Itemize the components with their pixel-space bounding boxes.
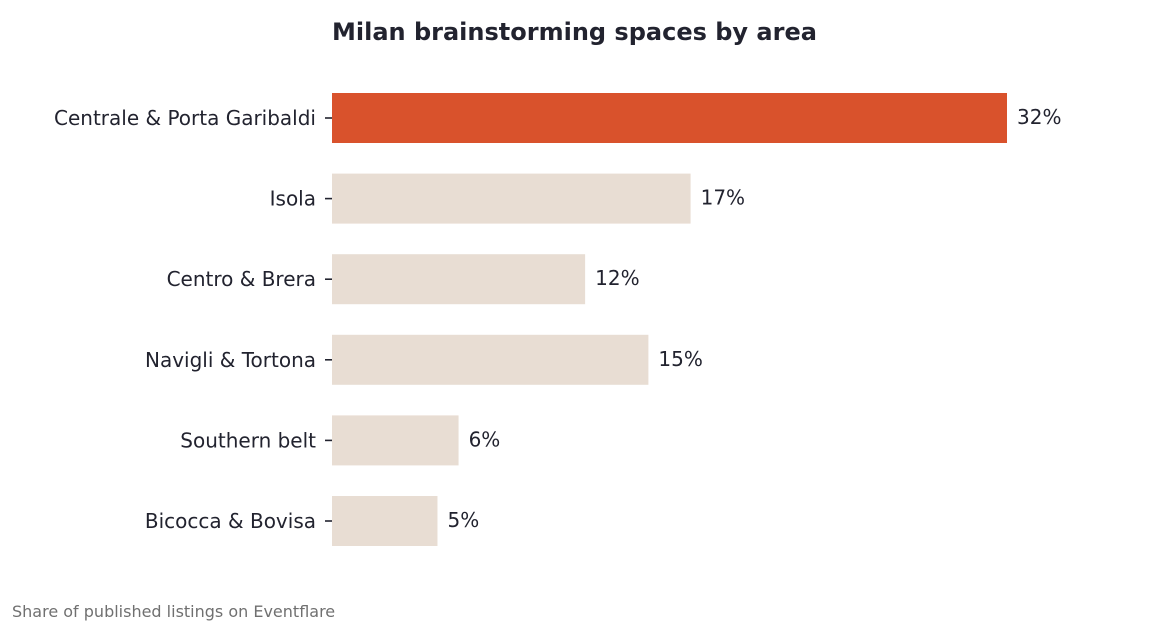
bar-3 (332, 334, 649, 385)
value-label-1: 17% (701, 186, 745, 210)
category-label-2: Centro & Brera (167, 267, 316, 291)
category-label-3: Navigli & Tortona (145, 348, 316, 372)
bar-4 (332, 415, 459, 466)
bar-1 (332, 173, 691, 224)
category-labels: Centrale & Porta Garibaldi Isola Centro & … (54, 106, 316, 533)
value-labels: 32% 17% 12% 15% 6% 5% (447, 105, 1061, 532)
bars-layer (332, 93, 1007, 546)
tick-marks (325, 117, 332, 522)
bar-2 (332, 254, 586, 305)
bar-5 (332, 496, 438, 546)
bar-0 (332, 93, 1007, 143)
value-label-0: 32% (1017, 105, 1061, 129)
chart-footnote: Share of published listings on Eventflar… (12, 602, 336, 621)
category-label-5: Bicocca & Bovisa (145, 509, 316, 533)
category-label-1: Isola (270, 187, 316, 211)
value-label-4: 6% (469, 427, 501, 451)
value-label-5: 5% (447, 508, 479, 532)
chart-title: Milan brainstorming spaces by area (332, 18, 817, 46)
value-label-3: 15% (658, 347, 702, 371)
category-label-0: Centrale & Porta Garibaldi (54, 106, 316, 130)
value-label-2: 12% (595, 266, 639, 290)
category-label-4: Southern belt (180, 428, 316, 452)
